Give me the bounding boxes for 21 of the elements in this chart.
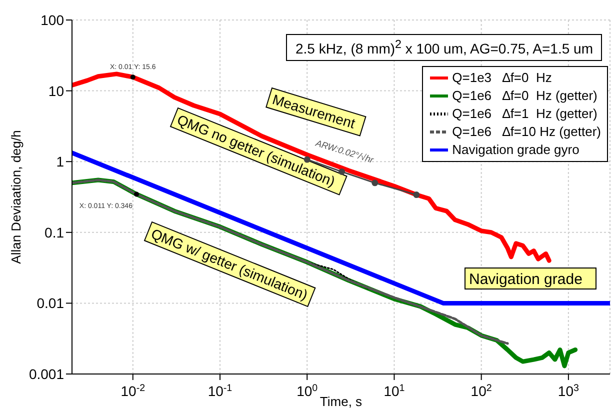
legend-label: Navigation grade gyro — [452, 141, 580, 159]
title-box: 2.5 kHz, (8 mm)$^{2}$ x 100 um, AG=0.75, A=1.5 um — [286, 34, 602, 61]
x-tick-label: 10$^{3}$ — [558, 382, 580, 399]
legend-label: Q=1e6 ∆f=10 Hz (getter) — [452, 123, 601, 141]
legend-label: Q=1e6 ∆f=1 Hz (getter) — [452, 105, 598, 123]
annotation: Navigation grade — [469, 271, 582, 288]
x-tick-label: 10$^{2}$ — [470, 382, 492, 399]
y-tick-label: 0.01 — [36, 295, 64, 312]
x-tick-label: 10$^{0}$ — [296, 382, 318, 399]
x-tick-label: 10$^{-1}$ — [208, 382, 232, 399]
y-tick-label: 0.001 — [28, 366, 64, 382]
y-axis-title: Allan Deviaation, deg/h — [8, 130, 24, 264]
legend-label: Q=1e6 ∆f=0 Hz (getter) — [452, 87, 598, 105]
y-tick-label: 100 — [40, 12, 64, 28]
x-axis-title: Time, s — [320, 394, 363, 409]
legend-label: Q=1e3 ∆f=0 Hz — [452, 69, 552, 87]
x-tick-label: 10$^{-2}$ — [120, 382, 146, 399]
y-tick-label: 10 — [48, 82, 64, 99]
x-tick-label: 10$^{1}$ — [384, 382, 405, 399]
y-tick-label: 1 — [56, 154, 64, 170]
y-tick-label: 0.1 — [44, 224, 64, 240]
